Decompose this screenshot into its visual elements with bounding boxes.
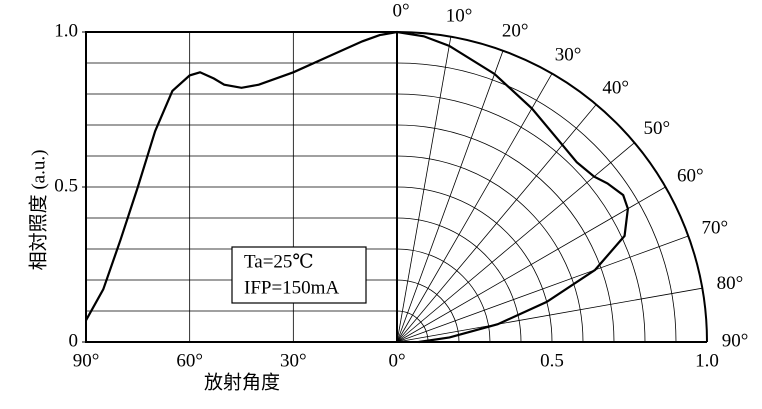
grid-spoke (396, 73, 553, 343)
grid-circle (396, 93, 646, 343)
x-tick-label: 90° (73, 350, 100, 371)
grid-circle (396, 186, 553, 343)
grid-spoke (396, 104, 597, 343)
grid-circle (396, 124, 615, 343)
polar-line (396, 30, 630, 344)
x-tick-label: 60° (176, 350, 203, 371)
angle-label: 10° (446, 5, 473, 26)
grid-circle (396, 62, 677, 343)
angle-label: 30° (555, 45, 582, 66)
y-tick-label: 0.5 (54, 175, 78, 196)
angle-label: 20° (502, 20, 529, 41)
grid-spoke (396, 50, 504, 343)
y-tick-label: 0 (69, 330, 79, 351)
y-axis-label: 相対照度 (a.u.) (27, 150, 49, 271)
grid-spoke (396, 186, 666, 343)
x-axis-label: 放射角度 (204, 371, 280, 393)
r-tick-label: 1.0 (695, 350, 719, 371)
line (85, 30, 398, 321)
x-tick-label: 0° (388, 350, 405, 371)
r-tick-label: 0.5 (540, 350, 564, 371)
angle-label: 60° (677, 165, 704, 186)
angle-label: 50° (644, 118, 671, 139)
annotation: IFP=150mA (244, 277, 339, 298)
grid-circle (396, 279, 460, 343)
grid-circle (396, 155, 584, 343)
y-tick-label: 1.0 (54, 20, 78, 41)
annotation-box (231, 246, 367, 304)
angle-label: 70° (702, 217, 729, 238)
grid-spoke (396, 142, 635, 343)
angle-label: 90° (722, 330, 749, 351)
angle-label: 40° (602, 78, 629, 99)
grid-spoke (396, 36, 452, 343)
grid-circle (396, 248, 491, 343)
x-tick-label: 30° (280, 350, 307, 371)
angle-label: 0° (392, 0, 409, 21)
angle-label: 80° (717, 273, 744, 294)
polar-frame (396, 31, 708, 343)
grid-spoke (396, 287, 703, 343)
grid-spoke (396, 235, 689, 343)
annotation: Ta=25℃ (244, 251, 314, 272)
